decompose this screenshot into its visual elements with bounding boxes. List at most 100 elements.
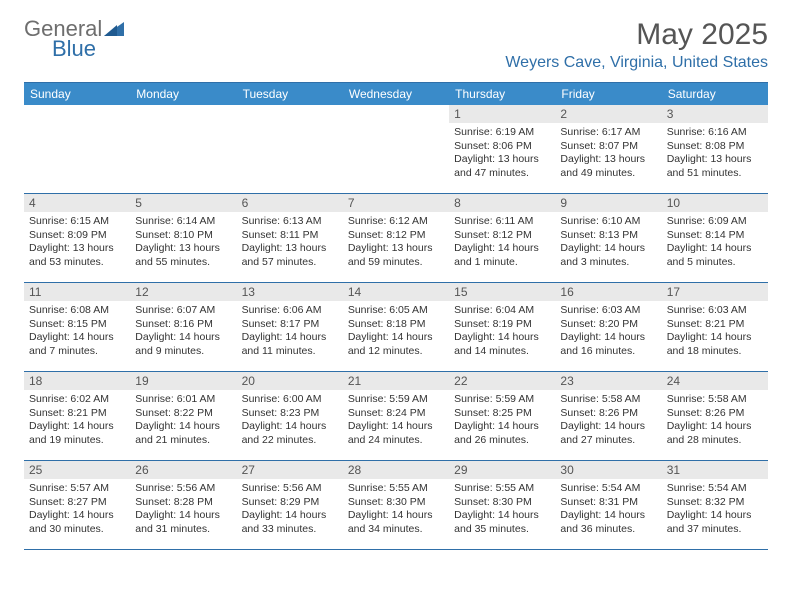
- sunrise-text: Sunrise: 5:57 AM: [29, 482, 125, 496]
- day-number: 18: [24, 372, 130, 390]
- week-row: 11Sunrise: 6:08 AMSunset: 8:15 PMDayligh…: [24, 283, 768, 372]
- day-cell: 7Sunrise: 6:12 AMSunset: 8:12 PMDaylight…: [343, 194, 449, 282]
- day-cell: 21Sunrise: 5:59 AMSunset: 8:24 PMDayligh…: [343, 372, 449, 460]
- day-details: Sunrise: 6:06 AMSunset: 8:17 PMDaylight:…: [237, 301, 343, 363]
- weekday-header: Friday: [555, 83, 661, 105]
- day-details: Sunrise: 5:58 AMSunset: 8:26 PMDaylight:…: [662, 390, 768, 452]
- day-number: 21: [343, 372, 449, 390]
- sunrise-text: Sunrise: 6:02 AM: [29, 393, 125, 407]
- sunset-text: Sunset: 8:29 PM: [242, 496, 338, 510]
- sunset-text: Sunset: 8:21 PM: [29, 407, 125, 421]
- day-details: Sunrise: 6:04 AMSunset: 8:19 PMDaylight:…: [449, 301, 555, 363]
- weekday-header: Sunday: [24, 83, 130, 105]
- day-cell: 12Sunrise: 6:07 AMSunset: 8:16 PMDayligh…: [130, 283, 236, 371]
- daylight-text: Daylight: 14 hours and 3 minutes.: [560, 242, 656, 269]
- location-subtitle: Weyers Cave, Virginia, United States: [505, 54, 768, 72]
- day-cell: 3Sunrise: 6:16 AMSunset: 8:08 PMDaylight…: [662, 105, 768, 193]
- daylight-text: Daylight: 14 hours and 5 minutes.: [667, 242, 763, 269]
- day-details: Sunrise: 6:03 AMSunset: 8:20 PMDaylight:…: [555, 301, 661, 363]
- daylight-text: Daylight: 14 hours and 14 minutes.: [454, 331, 550, 358]
- weekday-header: Thursday: [449, 83, 555, 105]
- day-number: 23: [555, 372, 661, 390]
- sunset-text: Sunset: 8:12 PM: [348, 229, 444, 243]
- day-number: 19: [130, 372, 236, 390]
- day-details: Sunrise: 6:05 AMSunset: 8:18 PMDaylight:…: [343, 301, 449, 363]
- day-details: Sunrise: 6:02 AMSunset: 8:21 PMDaylight:…: [24, 390, 130, 452]
- calendar: SundayMondayTuesdayWednesdayThursdayFrid…: [24, 82, 768, 550]
- day-details: Sunrise: 6:00 AMSunset: 8:23 PMDaylight:…: [237, 390, 343, 452]
- day-number: 16: [555, 283, 661, 301]
- day-details: Sunrise: 6:03 AMSunset: 8:21 PMDaylight:…: [662, 301, 768, 363]
- day-details: Sunrise: 6:14 AMSunset: 8:10 PMDaylight:…: [130, 212, 236, 274]
- day-details: Sunrise: 5:54 AMSunset: 8:32 PMDaylight:…: [662, 479, 768, 541]
- daylight-text: Daylight: 14 hours and 21 minutes.: [135, 420, 231, 447]
- day-cell: 10Sunrise: 6:09 AMSunset: 8:14 PMDayligh…: [662, 194, 768, 282]
- day-cell: 14Sunrise: 6:05 AMSunset: 8:18 PMDayligh…: [343, 283, 449, 371]
- day-details: Sunrise: 6:08 AMSunset: 8:15 PMDaylight:…: [24, 301, 130, 363]
- sunrise-text: Sunrise: 6:10 AM: [560, 215, 656, 229]
- daylight-text: Daylight: 14 hours and 16 minutes.: [560, 331, 656, 358]
- day-cell: [24, 105, 130, 193]
- day-cell: 28Sunrise: 5:55 AMSunset: 8:30 PMDayligh…: [343, 461, 449, 549]
- week-row: 4Sunrise: 6:15 AMSunset: 8:09 PMDaylight…: [24, 194, 768, 283]
- sunrise-text: Sunrise: 5:58 AM: [667, 393, 763, 407]
- day-number: 9: [555, 194, 661, 212]
- day-cell: 17Sunrise: 6:03 AMSunset: 8:21 PMDayligh…: [662, 283, 768, 371]
- day-cell: 1Sunrise: 6:19 AMSunset: 8:06 PMDaylight…: [449, 105, 555, 193]
- daylight-text: Daylight: 13 hours and 49 minutes.: [560, 153, 656, 180]
- sunset-text: Sunset: 8:20 PM: [560, 318, 656, 332]
- sunrise-text: Sunrise: 5:54 AM: [667, 482, 763, 496]
- day-number: 30: [555, 461, 661, 479]
- daylight-text: Daylight: 14 hours and 33 minutes.: [242, 509, 338, 536]
- day-cell: 24Sunrise: 5:58 AMSunset: 8:26 PMDayligh…: [662, 372, 768, 460]
- sunrise-text: Sunrise: 6:16 AM: [667, 126, 763, 140]
- daylight-text: Daylight: 14 hours and 34 minutes.: [348, 509, 444, 536]
- day-details: Sunrise: 5:58 AMSunset: 8:26 PMDaylight:…: [555, 390, 661, 452]
- day-details: Sunrise: 5:59 AMSunset: 8:24 PMDaylight:…: [343, 390, 449, 452]
- day-details: Sunrise: 6:15 AMSunset: 8:09 PMDaylight:…: [24, 212, 130, 274]
- daylight-text: Daylight: 14 hours and 9 minutes.: [135, 331, 231, 358]
- sunset-text: Sunset: 8:31 PM: [560, 496, 656, 510]
- day-cell: [343, 105, 449, 193]
- day-number: 12: [130, 283, 236, 301]
- sunrise-text: Sunrise: 6:06 AM: [242, 304, 338, 318]
- daylight-text: Daylight: 13 hours and 53 minutes.: [29, 242, 125, 269]
- day-details: Sunrise: 6:12 AMSunset: 8:12 PMDaylight:…: [343, 212, 449, 274]
- day-cell: 15Sunrise: 6:04 AMSunset: 8:19 PMDayligh…: [449, 283, 555, 371]
- daylight-text: Daylight: 14 hours and 19 minutes.: [29, 420, 125, 447]
- day-number: 5: [130, 194, 236, 212]
- daylight-text: Daylight: 14 hours and 37 minutes.: [667, 509, 763, 536]
- sunset-text: Sunset: 8:13 PM: [560, 229, 656, 243]
- week-row: 1Sunrise: 6:19 AMSunset: 8:06 PMDaylight…: [24, 105, 768, 194]
- sunrise-text: Sunrise: 6:14 AM: [135, 215, 231, 229]
- daylight-text: Daylight: 14 hours and 36 minutes.: [560, 509, 656, 536]
- day-cell: 6Sunrise: 6:13 AMSunset: 8:11 PMDaylight…: [237, 194, 343, 282]
- sunset-text: Sunset: 8:24 PM: [348, 407, 444, 421]
- month-title: May 2025: [505, 18, 768, 52]
- daylight-text: Daylight: 14 hours and 24 minutes.: [348, 420, 444, 447]
- sunrise-text: Sunrise: 5:58 AM: [560, 393, 656, 407]
- day-number: 10: [662, 194, 768, 212]
- sunset-text: Sunset: 8:18 PM: [348, 318, 444, 332]
- week-row: 18Sunrise: 6:02 AMSunset: 8:21 PMDayligh…: [24, 372, 768, 461]
- weeks-container: 1Sunrise: 6:19 AMSunset: 8:06 PMDaylight…: [24, 105, 768, 550]
- day-number: 7: [343, 194, 449, 212]
- daylight-text: Daylight: 13 hours and 47 minutes.: [454, 153, 550, 180]
- day-number: 24: [662, 372, 768, 390]
- sunrise-text: Sunrise: 6:05 AM: [348, 304, 444, 318]
- day-number: 13: [237, 283, 343, 301]
- sunrise-text: Sunrise: 6:01 AM: [135, 393, 231, 407]
- day-cell: 5Sunrise: 6:14 AMSunset: 8:10 PMDaylight…: [130, 194, 236, 282]
- sunset-text: Sunset: 8:08 PM: [667, 140, 763, 154]
- sunrise-text: Sunrise: 5:59 AM: [454, 393, 550, 407]
- day-cell: 25Sunrise: 5:57 AMSunset: 8:27 PMDayligh…: [24, 461, 130, 549]
- weekday-header: Saturday: [662, 83, 768, 105]
- day-number: 3: [662, 105, 768, 123]
- day-cell: 19Sunrise: 6:01 AMSunset: 8:22 PMDayligh…: [130, 372, 236, 460]
- title-block: May 2025 Weyers Cave, Virginia, United S…: [505, 18, 768, 72]
- sunset-text: Sunset: 8:16 PM: [135, 318, 231, 332]
- sunset-text: Sunset: 8:23 PM: [242, 407, 338, 421]
- day-details: Sunrise: 6:09 AMSunset: 8:14 PMDaylight:…: [662, 212, 768, 274]
- sunrise-text: Sunrise: 6:15 AM: [29, 215, 125, 229]
- day-cell: 29Sunrise: 5:55 AMSunset: 8:30 PMDayligh…: [449, 461, 555, 549]
